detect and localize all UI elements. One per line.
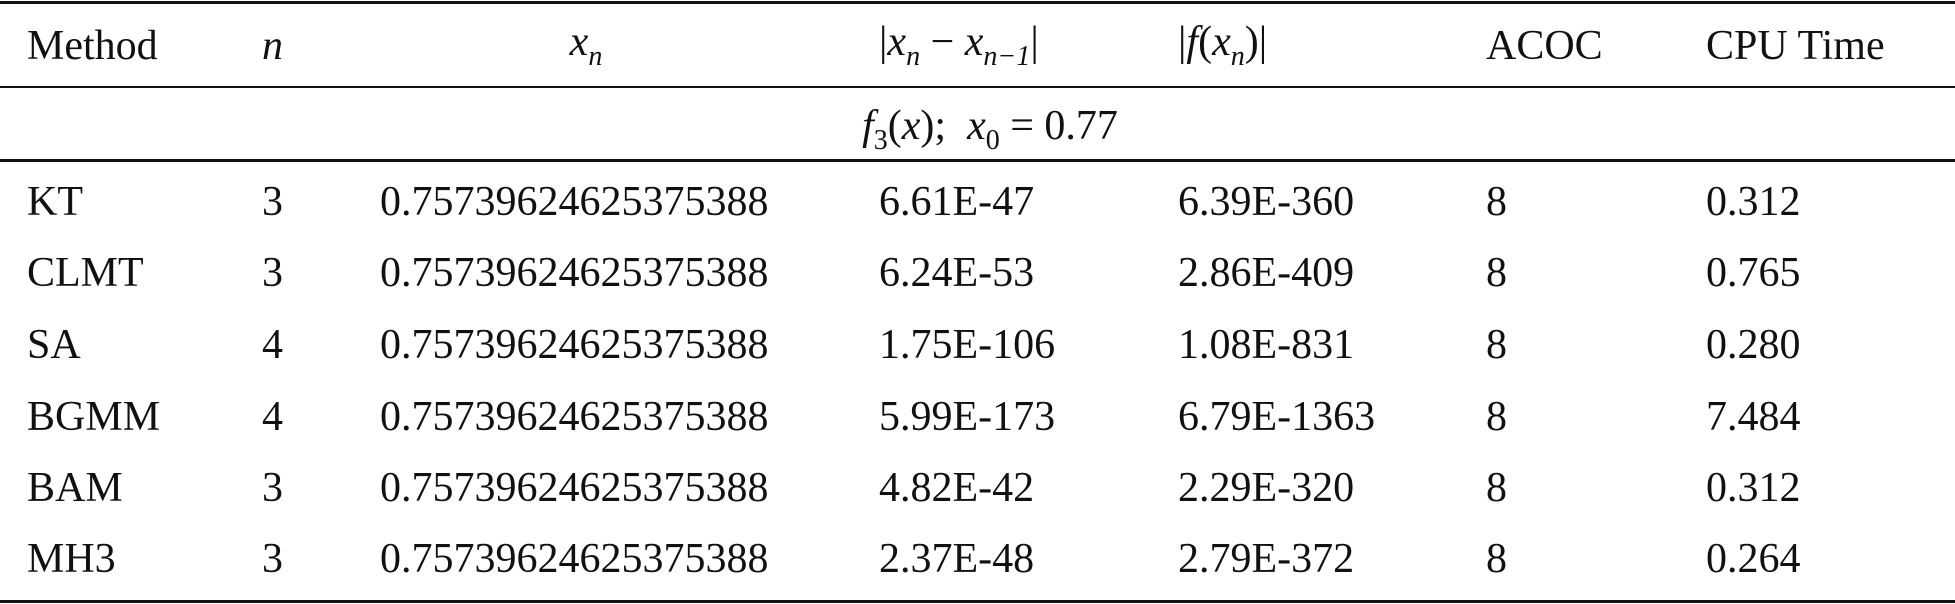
header-cell: |f(xn)| xyxy=(1178,21,1267,71)
subheader-cell: f3(x); x0 = 0.77 xyxy=(862,105,1118,155)
text-segment: | xyxy=(879,19,888,65)
body-cell: 0.312 xyxy=(1706,179,1801,225)
text-segment: x xyxy=(569,19,589,65)
body-cell: 8 xyxy=(1486,394,1507,440)
body-cell: 8 xyxy=(1486,322,1507,368)
body-cell: 6.61E-47 xyxy=(879,179,1035,225)
text-segment: ( xyxy=(1198,19,1213,65)
text-segment: 3 xyxy=(873,125,888,156)
body-cell: MH3 xyxy=(27,536,116,582)
body-cell: 8 xyxy=(1486,536,1507,582)
body-cell: 4.82E-42 xyxy=(879,465,1035,511)
body-cell: 4 xyxy=(262,322,283,368)
header-cell: n xyxy=(262,25,283,67)
body-cell: 0.75739624625375388 xyxy=(380,250,769,296)
text-segment: n xyxy=(906,41,921,72)
text-segment: 0 xyxy=(985,125,1000,156)
body-cell: 3 xyxy=(262,250,283,296)
header-cell: |xn − xn−1| xyxy=(879,21,1039,71)
body-cell: 0.765 xyxy=(1706,250,1801,296)
body-cell: 4 xyxy=(262,394,283,440)
body-cell: 2.37E-48 xyxy=(879,536,1035,582)
text-segment: CPU Time xyxy=(1706,23,1885,69)
text-segment: n xyxy=(262,23,283,69)
text-segment: ACOC xyxy=(1486,23,1603,69)
body-cell: 2.29E-320 xyxy=(1178,465,1355,511)
header-cell: xn xyxy=(570,21,603,71)
header-cell: CPU Time xyxy=(1706,25,1885,67)
text-segment: − xyxy=(920,19,965,65)
header-rule xyxy=(0,86,1955,88)
text-segment: )| xyxy=(1244,19,1268,65)
body-cell: 2.79E-372 xyxy=(1178,536,1355,582)
body-cell: 3 xyxy=(262,465,283,511)
body-cell: 0.75739624625375388 xyxy=(380,394,769,440)
body-cell: 6.39E-360 xyxy=(1178,179,1355,225)
body-cell: 3 xyxy=(262,179,283,225)
text-segment: | xyxy=(1178,19,1187,65)
body-cell: 0.75739624625375388 xyxy=(380,536,769,582)
text-segment: n−1 xyxy=(983,41,1031,72)
body-cell: SA xyxy=(27,322,81,368)
body-cell: 0.280 xyxy=(1706,322,1801,368)
body-cell: BGMM xyxy=(27,394,161,440)
text-segment: x xyxy=(1212,19,1231,65)
top-rule xyxy=(0,1,1955,4)
body-cell: 0.312 xyxy=(1706,465,1801,511)
text-segment: | xyxy=(1030,19,1039,65)
text-segment: = 0.77 xyxy=(999,103,1118,149)
subheader-rule xyxy=(0,159,1955,162)
body-cell: 8 xyxy=(1486,179,1507,225)
text-segment: f xyxy=(862,103,874,149)
body-cell: 6.24E-53 xyxy=(879,250,1035,296)
body-cell: 8 xyxy=(1486,250,1507,296)
text-segment: n xyxy=(588,41,603,72)
body-cell: 1.08E-831 xyxy=(1178,322,1355,368)
body-cell: CLMT xyxy=(27,250,144,296)
text-segment: x xyxy=(967,103,986,149)
body-cell: KT xyxy=(27,179,83,225)
body-cell: 0.75739624625375388 xyxy=(380,179,769,225)
text-segment: ); xyxy=(920,103,968,149)
text-segment: x xyxy=(901,103,921,149)
body-cell: 7.484 xyxy=(1706,394,1801,440)
text-segment: x xyxy=(964,19,984,65)
body-cell: 2.86E-409 xyxy=(1178,250,1355,296)
body-cell: 8 xyxy=(1486,465,1507,511)
bottom-rule xyxy=(0,600,1955,603)
header-cell: Method xyxy=(27,25,158,67)
text-segment: ( xyxy=(887,103,902,149)
text-segment: Method xyxy=(27,23,158,69)
header-cell: ACOC xyxy=(1486,25,1603,67)
body-cell: 6.79E-1363 xyxy=(1178,394,1376,440)
body-cell: 1.75E-106 xyxy=(879,322,1056,368)
body-cell: 3 xyxy=(262,536,283,582)
body-cell: 0.75739624625375388 xyxy=(380,322,769,368)
body-cell: 0.264 xyxy=(1706,536,1801,582)
text-segment: f xyxy=(1186,19,1199,65)
body-cell: 5.99E-173 xyxy=(879,394,1056,440)
text-segment: n xyxy=(1230,41,1245,72)
body-cell: BAM xyxy=(27,465,123,511)
body-cell: 0.75739624625375388 xyxy=(380,465,769,511)
text-segment: x xyxy=(887,19,907,65)
